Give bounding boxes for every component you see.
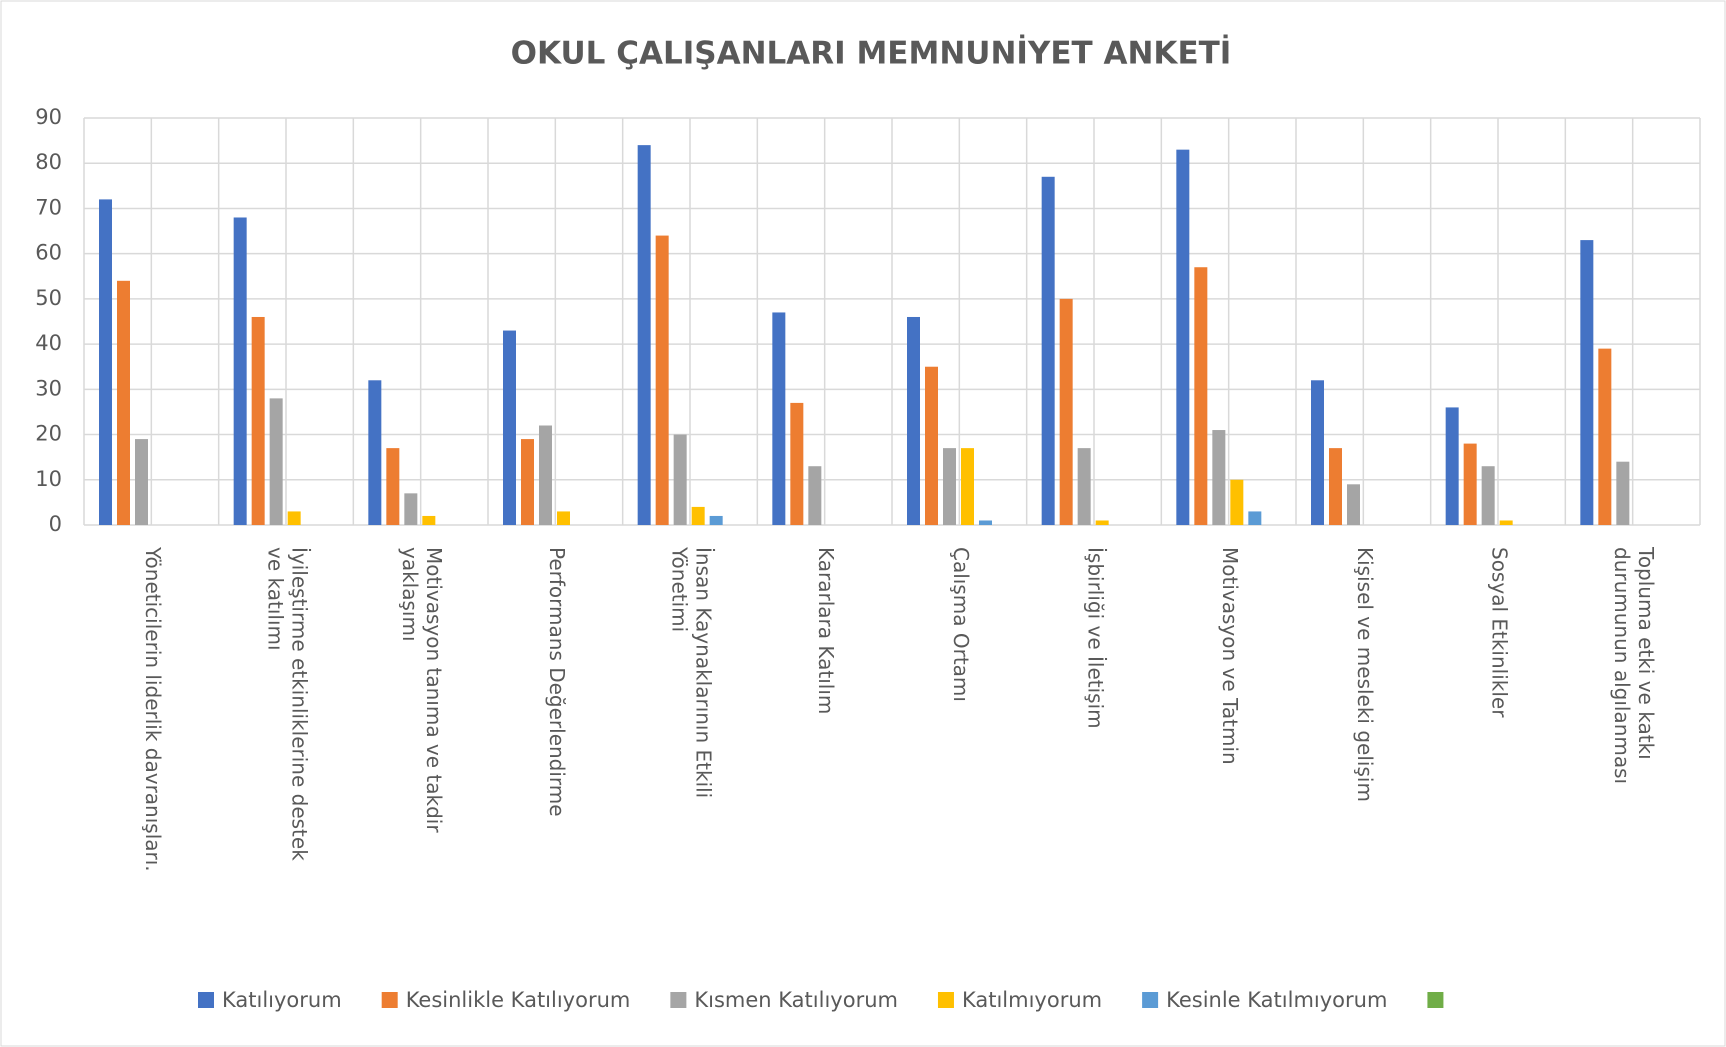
legend-marker (937, 992, 954, 1008)
legend-marker (1427, 992, 1444, 1008)
bar (1176, 149, 1190, 525)
bar (979, 520, 992, 525)
legend-label: Kesinle Katılmıyorum (1166, 988, 1387, 1012)
bar (1095, 520, 1109, 525)
bar (1311, 380, 1324, 525)
bar (1445, 407, 1459, 525)
x-tick-label: Motivasyon tanıma ve takdir (422, 547, 446, 833)
bar (1616, 461, 1630, 525)
x-tick-label: İyileştirme etkinliklerine destek (288, 547, 312, 861)
legend-label: Katılmıyorum (962, 988, 1102, 1012)
x-tick-label: Topluma etki ve katkı (1634, 546, 1658, 760)
bar (655, 235, 669, 526)
x-tick-label: ve katılımı (264, 547, 288, 651)
bar (233, 217, 247, 525)
bar (386, 448, 400, 525)
legend-label: Kesinlikle Katılıyorum (406, 988, 631, 1012)
x-tick-label: Kişisel ve mesleki gelişim (1353, 547, 1377, 802)
x-tick-label: Sosyal Etkinlikler (1488, 547, 1512, 718)
bar (943, 448, 956, 525)
x-tick-label: Kararlara Katılım (814, 547, 838, 714)
y-tick-label: 30 (35, 376, 62, 400)
y-tick-label: 40 (35, 331, 62, 355)
bar (404, 493, 418, 525)
x-tick-label: Yönetimi (668, 546, 692, 632)
bar (539, 425, 552, 525)
bar (1329, 448, 1342, 525)
bar (709, 515, 723, 525)
bar (99, 199, 112, 525)
y-tick-label: 0 (49, 512, 62, 536)
bar (557, 511, 570, 525)
bar (637, 145, 651, 525)
y-tick-label: 60 (35, 241, 62, 265)
y-tick-label: 20 (35, 422, 62, 446)
bar (691, 506, 705, 525)
y-tick-label: 90 (35, 105, 62, 129)
bar (1212, 430, 1226, 525)
bar (1463, 443, 1477, 525)
bar (521, 439, 534, 525)
bar (1347, 484, 1360, 525)
bar (808, 466, 822, 525)
bar (1499, 520, 1513, 525)
x-tick-label: durumunun algılanması (1610, 547, 1634, 784)
x-tick-label: İşbirliği ve İletişim (1084, 547, 1108, 729)
bar (1194, 267, 1208, 525)
bar (135, 439, 148, 525)
x-tick-label: Yöneticilerin liderlik davranışları. (141, 546, 165, 872)
legend-marker (1142, 992, 1159, 1008)
bar (1598, 348, 1612, 525)
legend-marker (670, 992, 687, 1008)
legend-label: Kısmen Katılıyorum (694, 988, 898, 1012)
bar (772, 312, 786, 525)
bar (503, 330, 516, 525)
bar (1059, 298, 1073, 525)
bar (673, 434, 687, 525)
bar (368, 380, 382, 525)
y-tick-label: 80 (35, 150, 62, 174)
bar (1230, 479, 1244, 525)
bar (961, 448, 974, 525)
x-tick-label: Çalışma Ortamı (949, 547, 973, 702)
bar (1580, 240, 1594, 525)
x-tick-label: Motivasyon ve Tatmin (1218, 547, 1242, 765)
y-tick-label: 50 (35, 286, 62, 310)
legend-marker (198, 992, 214, 1008)
x-tick-label: İnsan Kaynaklarının Etkili (692, 547, 716, 798)
bar (907, 316, 920, 525)
y-tick-label: 70 (35, 195, 62, 219)
bar (925, 366, 938, 525)
bar (422, 515, 436, 525)
bar (287, 511, 301, 525)
x-tick-label: Performans Değerlendirme (545, 547, 569, 817)
chart-title: OKUL ÇALIŞANLARI MEMNUNİYET ANKETİ (511, 36, 1232, 72)
bar (790, 402, 804, 525)
y-tick-label: 10 (35, 467, 62, 491)
bar (1077, 448, 1091, 525)
bar (117, 280, 130, 525)
bar (1041, 176, 1055, 526)
bar (251, 316, 265, 525)
bar (1248, 511, 1262, 525)
legend-marker (381, 992, 398, 1008)
x-tick-label: yaklaşımı (398, 547, 422, 642)
bar (269, 398, 283, 525)
legend-label: Katılıyorum (222, 988, 342, 1012)
bar (1481, 466, 1495, 525)
